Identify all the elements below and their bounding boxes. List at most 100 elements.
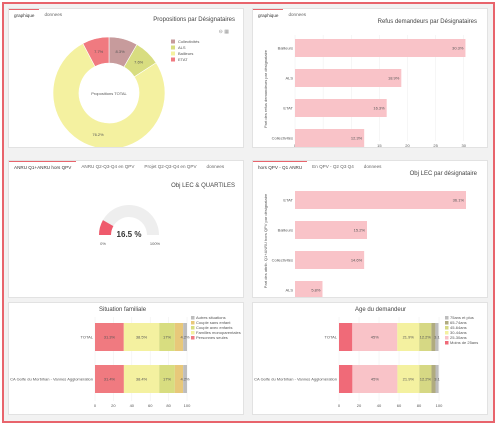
tab-donnees[interactable]: donnees	[44, 12, 63, 17]
tab-graphique[interactable]: graphique	[253, 9, 284, 21]
bar-segment	[123, 365, 160, 393]
legend-swatch	[445, 326, 449, 330]
tab-projet[interactable]: Projet Q2-Q3-Q4 en QPV	[144, 164, 197, 169]
segment-label: 17%	[163, 335, 171, 340]
chart-title: Age du demandeur	[355, 307, 407, 313]
category-label: ALS	[285, 288, 293, 293]
y-axis-title: Part des refus demandeurs par désignatai…	[263, 49, 268, 128]
legend-label: Personnes seules	[196, 335, 228, 340]
bar-value-label: 14.6%	[351, 258, 363, 263]
legend-label: Couple avec enfants	[196, 325, 232, 330]
panel-obj-lec-designataire: hors QPV - Q1 ANRU En QPV - Q2 Q3 Q4 don…	[252, 160, 488, 298]
chart-title: Propositions par Désignataires	[153, 17, 235, 23]
tab-donnees[interactable]: donnees	[206, 164, 225, 169]
legend-swatch	[445, 341, 449, 345]
bar-segment	[174, 323, 184, 351]
download-icon[interactable]: ▦	[224, 29, 229, 35]
segment-label: 21.9%	[403, 377, 415, 382]
x-tick-label: 40	[130, 403, 135, 408]
legend-swatch	[191, 321, 195, 325]
category-label: ETAT	[283, 106, 293, 111]
bar-value-label: 12.3%	[351, 136, 363, 141]
zoom-icon[interactable]: ⊖	[218, 29, 223, 35]
legend-swatch	[171, 51, 175, 56]
bar-value-label: 36.1%	[453, 198, 465, 203]
bar-segment	[95, 323, 124, 351]
category-label: ETAT	[283, 198, 293, 203]
bar-segment	[159, 323, 175, 351]
donut-slice	[82, 36, 110, 67]
segment-label: 3.1	[434, 377, 440, 382]
slice-label: 7.6%	[134, 59, 144, 64]
legend-swatch	[171, 45, 175, 50]
bar-chart: Part des refus demandeurs par désignatai…	[263, 35, 467, 148]
chart-title: Refus demandeurs par Désignataires	[377, 19, 477, 25]
x-tick-label: 40	[377, 403, 382, 408]
tab-en-qpv[interactable]: En QPV - Q2 Q3 Q4	[312, 164, 354, 169]
x-tick-label: 80	[166, 403, 171, 408]
category-label: TOTAL	[324, 335, 337, 340]
panel-obj-lec-quartiles: ANRU Q1+ANRU hors QPV ANRU Q2-Q3-Q4 en Q…	[8, 160, 244, 298]
bar-segment	[352, 323, 398, 351]
category-label: Collectivités	[272, 136, 293, 141]
slice-label: 8.3%	[116, 49, 126, 54]
x-tick-label: 15	[377, 143, 382, 148]
segment-label: 31.3%	[104, 335, 116, 340]
gauge-value: 16.5 %	[117, 230, 142, 239]
bar	[295, 251, 365, 269]
panel-age-demandeur: Age du demandeur 0 20 40 60 80 100 45% 21.9% 12.…	[252, 302, 488, 415]
bar	[295, 69, 402, 87]
panel-refus: graphique donnees Refus demandeurs par D…	[252, 8, 488, 148]
legend-label: 25-30ans	[450, 335, 467, 340]
x-tick-label: 0	[338, 403, 341, 408]
bar-segment	[174, 365, 184, 393]
category-label: Bailleurs	[278, 228, 293, 233]
bar-segment	[339, 365, 353, 393]
bar-value-label: 15.2%	[354, 228, 366, 233]
legend-swatch	[191, 331, 195, 335]
bar	[295, 221, 367, 239]
bar	[295, 191, 466, 209]
legend-swatch	[191, 316, 195, 320]
category-label: CA Golfe du Morbihan - Vannes Agglomérat…	[254, 377, 337, 382]
tab-graphique[interactable]: graphique	[9, 9, 40, 21]
legend-label: 45-64ans	[450, 325, 467, 330]
panel-situation-familiale: Situation familiale 0 20 40 60 80 100 31.3% 38.…	[8, 302, 244, 415]
x-tick-label: 20	[357, 403, 362, 408]
x-tick-label: 100	[436, 403, 443, 408]
gauge-min-label: 0%	[100, 241, 106, 246]
tab-anru-q2[interactable]: ANRU Q2-Q3-Q4 en QPV	[81, 164, 135, 169]
segment-label: 45%	[371, 377, 379, 382]
tab-donnees[interactable]: donnees	[288, 12, 307, 17]
bar-segment	[183, 365, 187, 393]
bar-value-label: 18.9%	[388, 76, 400, 81]
bar	[295, 129, 365, 147]
tab-donnees[interactable]: donnees	[363, 164, 382, 169]
bar-segment	[95, 365, 124, 393]
legend-label: Autres situations	[196, 315, 226, 320]
segment-label: 31.4%	[104, 377, 116, 382]
x-tick-label: 100	[184, 403, 191, 408]
legend-swatch	[191, 326, 195, 330]
gauge-chart: 16.5 % 0% 100%	[99, 205, 161, 246]
bar-segment	[419, 323, 432, 351]
legend-label: 65-74ans	[450, 320, 467, 325]
legend-swatch	[445, 331, 449, 335]
bar-value-label: 5.8%	[311, 288, 321, 293]
segment-label: 45%	[371, 335, 379, 340]
slice-label: 76.2%	[92, 132, 104, 137]
legend-swatch	[445, 336, 449, 340]
tab-anru-q1[interactable]: ANRU Q1+ANRU hors QPV	[9, 161, 77, 173]
segment-label: 21.9%	[403, 335, 415, 340]
legend-label: 75ans et plus	[450, 315, 474, 320]
donut-center-label: Propositions TOTAL	[91, 91, 127, 96]
bar-segment	[431, 323, 436, 351]
donut-chart: 8.3% 7.6% 76.2% 7.7% Propositions TOTAL Colle…	[52, 36, 199, 147]
legend-label: 30-44ans	[450, 330, 467, 335]
donut-slice	[52, 43, 166, 147]
tab-hors-qpv[interactable]: hors QPV - Q1 ANRU	[253, 161, 308, 173]
bar-value-label: 30.3%	[452, 46, 464, 51]
category-label: Collectivités	[272, 258, 293, 263]
bar-segment	[397, 365, 420, 393]
